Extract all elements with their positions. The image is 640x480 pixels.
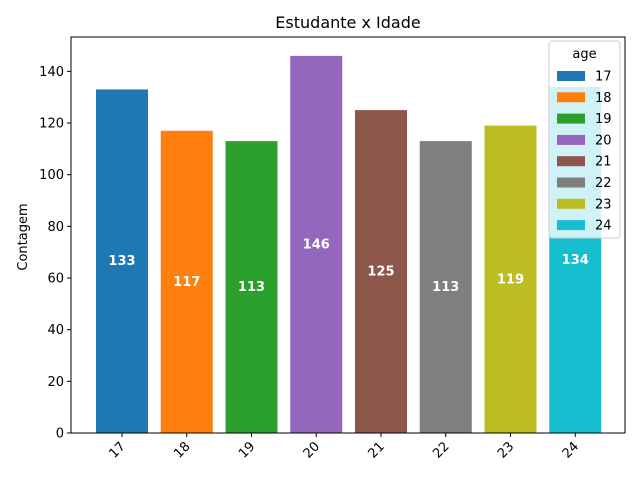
y-tick-label: 60 [47,272,64,287]
chart-title: Estudante x Idade [275,13,420,32]
bar-19 [225,141,278,434]
bar-21 [355,110,407,433]
y-tick-label: 80 [47,220,64,235]
bar-value-label: 113 [432,280,459,295]
legend-swatch-19 [557,113,585,124]
bar-17 [96,89,148,433]
legend-swatch-21 [557,156,585,167]
legend-label-24: 24 [595,219,612,234]
legend-swatch-20 [557,134,585,145]
bar-value-label: 134 [562,253,589,268]
bar-value-label: 113 [238,280,265,295]
bar-value-label: 119 [497,272,524,287]
y-tick-label: 40 [47,323,64,338]
bar-value-label: 133 [108,254,135,269]
axes-group: 0 20 40 60 80 100 120 140 17 18 19 20 21 22 23 24 [39,36,626,462]
legend-label-19: 19 [595,112,612,127]
legend-label-21: 21 [595,155,612,170]
bar-value-label: 146 [303,237,330,252]
legend-swatch-24 [557,220,585,231]
legend-label-22: 22 [595,176,612,191]
legend-swatch-17 [557,71,585,81]
y-tick-label: 120 [39,117,64,132]
bar-20 [290,55,343,433]
legend-label-23: 23 [595,197,612,212]
legend-swatch-18 [557,92,585,103]
y-axis-label: Contagem [16,203,31,270]
bar-value-label: 117 [173,275,200,290]
bar-value-label: 125 [367,265,394,280]
y-tick-label: 20 [47,375,64,390]
plot-frame [70,36,626,434]
legend: age 17 18 19 20 21 22 23 24 [548,40,621,239]
legend-swatch-23 [557,198,585,209]
legend-label-20: 20 [595,133,612,148]
y-tick-label: 0 [56,427,64,442]
legend-swatch-22 [557,177,585,188]
legend-title: age [572,47,596,62]
legend-label-18: 18 [595,91,612,106]
bar-22 [419,141,472,434]
y-tick-label: 140 [39,65,64,80]
bar-23 [484,125,537,434]
y-tick-label: 100 [39,168,64,183]
legend-label-17: 17 [595,70,612,85]
bar-18 [160,130,213,433]
